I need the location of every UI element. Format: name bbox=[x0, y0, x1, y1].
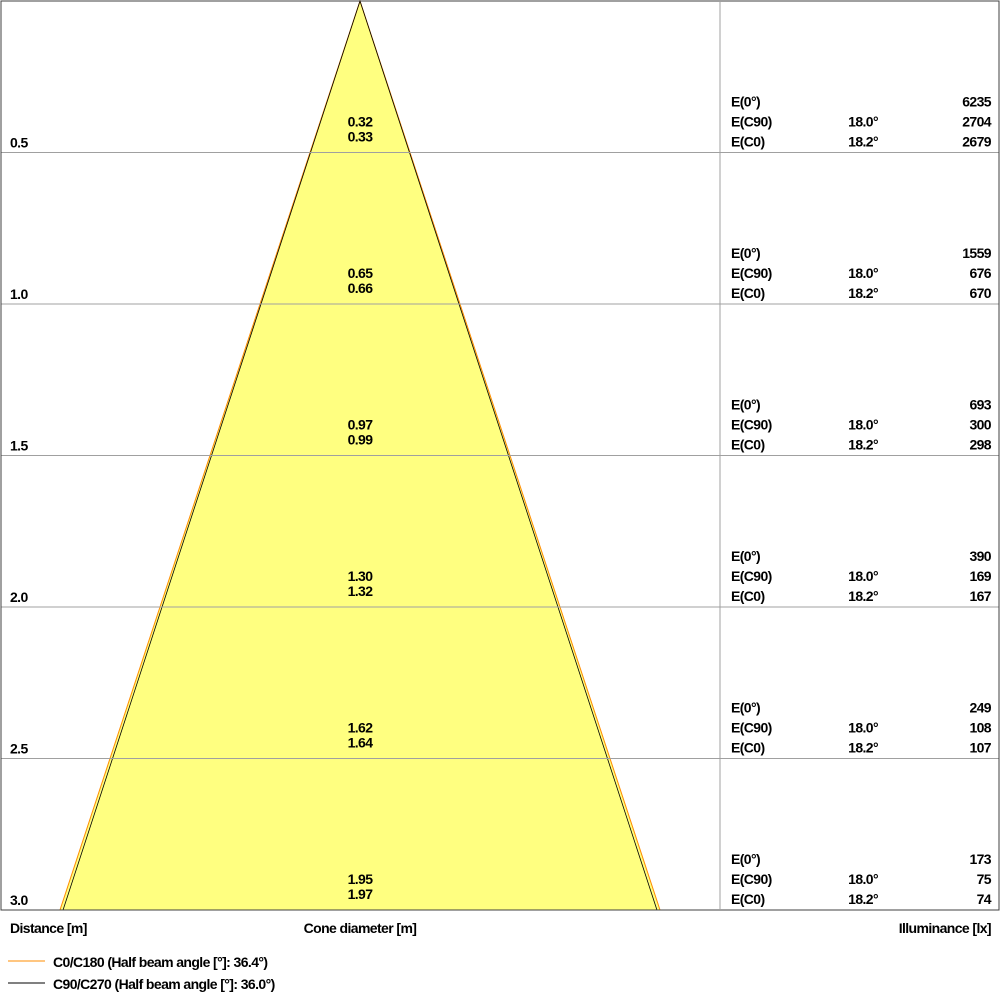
ec90-value: 676 bbox=[969, 265, 991, 281]
e0-label: E(0°) bbox=[731, 851, 760, 867]
distance-label: 1.5 bbox=[10, 438, 28, 454]
ec0-angle: 18.2° bbox=[848, 740, 878, 756]
legend: C0/C180 (Half beam angle [°]: 36.4°) C90… bbox=[8, 954, 275, 992]
ec90-value: 169 bbox=[969, 568, 991, 584]
cone-diameter-c0: 1.32 bbox=[348, 583, 374, 599]
cone-diameter-c90: 1.95 bbox=[348, 871, 374, 887]
ec0-label: E(C0) bbox=[731, 134, 765, 150]
ec0-value: 74 bbox=[977, 891, 992, 907]
e0-value: 6235 bbox=[962, 94, 992, 110]
cone-diameter-c90: 0.32 bbox=[348, 114, 374, 130]
ec90-label: E(C90) bbox=[731, 720, 772, 736]
ec90-angle: 18.0° bbox=[848, 568, 878, 584]
ec0-label: E(C0) bbox=[731, 285, 765, 301]
ec90-angle: 18.0° bbox=[848, 720, 878, 736]
distance-rows: 0.5 0.320.33 E(0°) 6235 E(C90) 18.0° 2704 E(C0)… bbox=[10, 94, 992, 909]
ec90-value: 300 bbox=[969, 417, 991, 433]
e0-label: E(0°) bbox=[731, 94, 760, 110]
e0-value: 693 bbox=[969, 397, 991, 413]
illuminance-axis-label: Illuminance [lx] bbox=[899, 920, 991, 936]
e0-label: E(0°) bbox=[731, 245, 760, 261]
cone-diameter-c90: 1.62 bbox=[348, 720, 374, 736]
ec0-value: 167 bbox=[969, 588, 991, 604]
cone-diameter-c0: 0.33 bbox=[348, 129, 374, 145]
ec0-angle: 18.2° bbox=[848, 134, 878, 150]
distance-axis-label: Distance [m] bbox=[10, 920, 87, 936]
ec90-value: 75 bbox=[977, 871, 992, 887]
ec90-label: E(C90) bbox=[731, 568, 772, 584]
cone-diameter-c0: 0.66 bbox=[348, 280, 374, 296]
cone-diameter-c90: 0.97 bbox=[348, 417, 374, 433]
e0-value: 173 bbox=[969, 851, 991, 867]
diagram-frame bbox=[0, 0, 1000, 911]
ec0-value: 107 bbox=[969, 740, 991, 756]
ec0-label: E(C0) bbox=[731, 891, 765, 907]
ec90-value: 108 bbox=[969, 720, 991, 736]
e0-label: E(0°) bbox=[731, 548, 760, 564]
cone-axis-label: Cone diameter [m] bbox=[304, 920, 417, 936]
ec0-label: E(C0) bbox=[731, 437, 765, 453]
ec0-angle: 18.2° bbox=[848, 588, 878, 604]
ec0-value: 2679 bbox=[962, 134, 992, 150]
distance-label: 0.5 bbox=[10, 135, 28, 151]
ec0-label: E(C0) bbox=[731, 588, 765, 604]
e0-value: 390 bbox=[969, 548, 991, 564]
ec90-angle: 18.0° bbox=[848, 114, 878, 130]
ec0-value: 670 bbox=[969, 285, 991, 301]
cone-diameter-c90: 0.65 bbox=[348, 265, 374, 281]
cone-diameter-c0: 0.99 bbox=[348, 432, 374, 448]
ec0-angle: 18.2° bbox=[848, 285, 878, 301]
ec90-angle: 18.0° bbox=[848, 417, 878, 433]
ec0-angle: 18.2° bbox=[848, 891, 878, 907]
ec0-value: 298 bbox=[969, 437, 991, 453]
e0-label: E(0°) bbox=[731, 397, 760, 413]
ec90-label: E(C90) bbox=[731, 114, 772, 130]
distance-label: 1.0 bbox=[10, 286, 28, 302]
ec90-angle: 18.0° bbox=[848, 265, 878, 281]
legend-label-c90: C90/C270 (Half beam angle [°]: 36.0°) bbox=[53, 976, 275, 992]
distance-label: 3.0 bbox=[10, 892, 28, 908]
ec0-label: E(C0) bbox=[731, 740, 765, 756]
cone-diameter-c0: 1.97 bbox=[348, 886, 374, 902]
e0-value: 249 bbox=[969, 700, 991, 716]
ec90-label: E(C90) bbox=[731, 265, 772, 281]
ec90-label: E(C90) bbox=[731, 417, 772, 433]
ec0-angle: 18.2° bbox=[848, 437, 878, 453]
distance-label: 2.5 bbox=[10, 741, 28, 757]
distance-grid bbox=[1, 152, 999, 759]
ec90-angle: 18.0° bbox=[848, 871, 878, 887]
cone-diameter-c90: 1.30 bbox=[348, 568, 374, 584]
e0-value: 1559 bbox=[962, 245, 992, 261]
legend-label-c0: C0/C180 (Half beam angle [°]: 36.4°) bbox=[53, 954, 267, 970]
ec90-label: E(C90) bbox=[731, 871, 772, 887]
distance-label: 2.0 bbox=[10, 589, 28, 605]
cone-diameter-c0: 1.64 bbox=[348, 735, 374, 751]
ec90-value: 2704 bbox=[962, 114, 992, 130]
e0-label: E(0°) bbox=[731, 700, 760, 716]
